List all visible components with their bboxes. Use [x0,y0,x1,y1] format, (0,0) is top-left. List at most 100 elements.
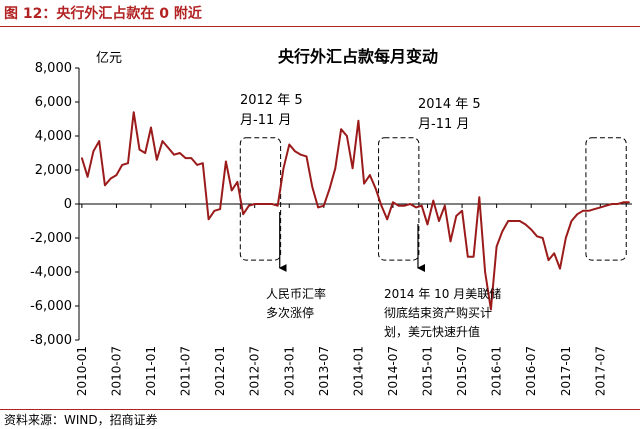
data-point [426,223,429,226]
axes: 8,000 6,000 4,000 2,000 0 -2,000 -4,000 -6,000 -… [30,61,632,396]
data-point [190,157,193,159]
data-point [144,152,147,154]
data-point [392,201,394,204]
x-tick-label: 2012-07 [248,346,262,396]
data-point [86,176,89,178]
x-tick-label: 2010-07 [109,346,123,396]
data-point [409,203,412,205]
data-point [599,206,602,209]
data-point [386,218,388,221]
data-point [432,199,435,202]
x-tick-label: 2014-01 [351,346,365,396]
data-point [570,220,573,222]
annotation-text: 彻底结束资产购买计 [384,305,492,320]
data-point [299,153,302,156]
annotation-text: 2014 年 5 [418,97,481,112]
data-point [317,206,319,209]
data-point [611,203,613,205]
data-point [334,167,337,170]
data-point [530,228,532,231]
annotation-text: 划，美元快速升值 [384,324,480,339]
data-point [179,152,181,154]
data-point [167,147,170,149]
highlight-box [239,137,282,261]
x-tick-label: 2011-07 [179,346,193,396]
data-point [374,187,377,190]
data-point [288,143,291,146]
data-point [138,148,141,151]
y-tick-label: -2,000 [30,231,72,246]
data-point [484,271,486,273]
data-point [282,167,285,170]
source-note: 资料来源：WIND，招商证券 [4,413,158,427]
data-point [265,203,268,205]
data-point [305,155,308,158]
data-point [518,220,521,222]
x-tick-label: 2017-01 [559,346,573,396]
data-point [564,237,567,239]
data-point [593,208,596,210]
data-point [276,204,279,207]
data-point [323,204,325,207]
data-point [547,259,550,261]
annotation-text: 2014 年 10 月美联储 [384,286,501,301]
data-point [357,119,360,122]
data-point [207,218,210,221]
data-point [81,157,83,159]
highlight-box [378,137,420,261]
annotation-text: 多次涨停 [266,305,314,320]
highlight-box [585,137,627,261]
data-point [225,160,227,163]
data-point [236,181,239,183]
data-point [369,174,371,176]
y-tick-label: 8,000 [35,61,72,76]
x-tick-label: 2010-01 [75,346,89,396]
data-point [420,204,423,207]
data-point [115,174,118,176]
data-point [490,308,492,311]
x-tick-label: 2016-01 [490,346,504,396]
data-point [472,255,475,258]
annotation-text: 2012 年 5 [240,93,303,108]
highlight-boxes [239,137,627,261]
data-point [461,210,463,212]
data-point [132,111,135,113]
data-point [455,215,458,217]
data-point [213,210,216,212]
data-point [443,204,446,207]
data-point [507,220,509,222]
data-point [340,128,342,130]
top-rule [0,26,640,27]
data-point [524,223,527,226]
figure-title: 图 12：央行外汇占款在 0 附近 [4,6,202,22]
data-point [559,267,561,270]
data-point [92,150,95,153]
data-point [242,213,244,215]
series-group [80,111,630,311]
data-point [628,201,630,204]
y-axis-label: 亿元 [96,51,122,66]
data-point [346,135,348,137]
data-point [541,237,544,239]
data-point [127,162,129,164]
data-point [415,206,417,209]
x-tick-label: 2013-01 [282,346,296,396]
data-point [576,213,579,215]
data-point [294,150,296,153]
data-point [449,240,452,243]
x-tick-label: 2012-01 [213,346,227,396]
data-point [311,186,314,188]
data-point [248,204,250,207]
annotation-text: 月-11 月 [240,113,291,128]
data-point [121,164,124,166]
x-tick-label: 2014-07 [386,346,400,396]
data-point [253,203,256,205]
data-point [98,140,100,142]
x-tick-label: 2013-07 [317,346,331,396]
y-tick-label: 0 [64,197,72,212]
data-point [582,210,584,212]
bottom-rule [0,409,640,410]
y-tick-label: 2,000 [35,163,72,178]
chart: 央行外汇占款每月变动 亿元 8,000 6,000 4,000 2,000 0 -2,00… [30,47,632,396]
x-tick-label: 2015-01 [421,346,435,396]
